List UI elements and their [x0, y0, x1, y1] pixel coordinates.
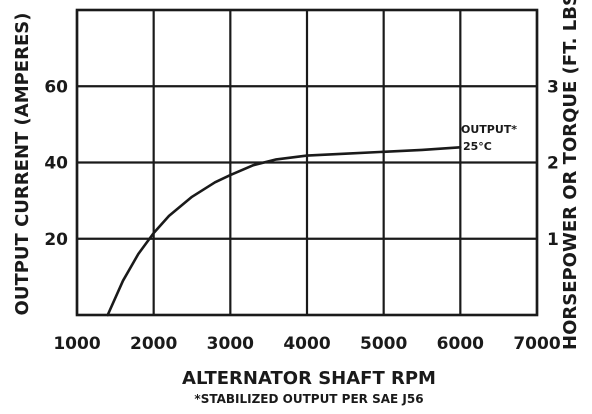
footnote: *STABILIZED OUTPUT PER SAE J56: [194, 392, 423, 406]
y-left-tick-label: 60: [44, 77, 68, 97]
x-axis-title: ALTERNATOR SHAFT RPM: [182, 368, 436, 389]
x-tick-label: 5000: [360, 334, 407, 354]
y-right-tick-label: 1: [547, 230, 559, 250]
x-tick-label: 7000: [513, 334, 560, 354]
grid: [75, 10, 539, 315]
tick-labels: 1000 2000 3000 4000 5000 6000 7000 20 40 60 1 2 3: [44, 77, 560, 354]
x-tick-label: 6000: [437, 334, 484, 354]
x-tick-label: 3000: [207, 334, 254, 354]
y-right-tick-label: 2: [547, 154, 559, 174]
x-tick-label: 4000: [283, 334, 330, 354]
chart-text: OUTPUT* 25°C ALTERNATOR SHAFT RPM *STABI…: [12, 0, 581, 406]
series-layer: [106, 146, 462, 317]
plot-border: [75, 8, 539, 317]
annotation-output: OUTPUT*: [461, 123, 517, 136]
y-left-tick-label: 20: [44, 230, 68, 250]
y-right-tick-label: 3: [547, 77, 559, 97]
annotation-temperature: 25°C: [463, 140, 492, 153]
y-axis-title-right: HORSEPOWER OR TORQUE (FT. LBS.): [560, 0, 581, 350]
x-tick-label: 1000: [53, 334, 100, 354]
y-axis-title-left: OUTPUT CURRENT (AMPERES): [12, 13, 33, 316]
y-left-tick-label: 40: [44, 154, 68, 174]
x-tick-label: 2000: [130, 334, 177, 354]
series-line: [106, 146, 462, 317]
plot-frame: [75, 8, 539, 317]
